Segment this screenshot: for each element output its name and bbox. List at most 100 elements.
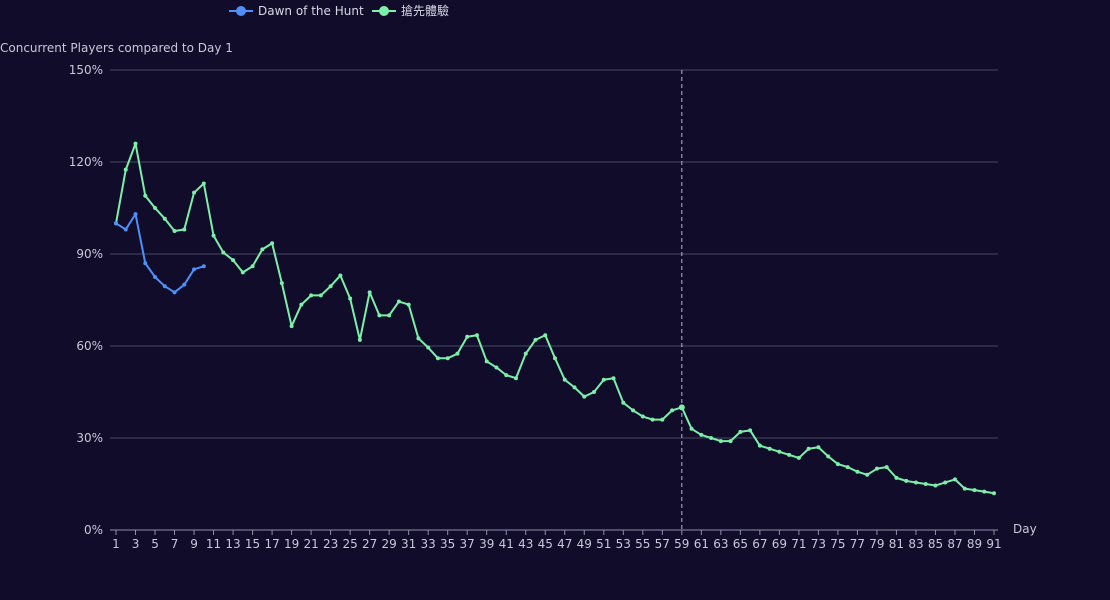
x-tick-label: 47 [557, 537, 572, 551]
data-point-1 [845, 465, 850, 470]
x-tick-label: 87 [947, 537, 962, 551]
data-point-1 [943, 480, 948, 485]
data-point-1 [562, 377, 567, 382]
data-point-1 [338, 273, 343, 278]
data-point-1 [689, 426, 694, 431]
data-point-1 [523, 351, 528, 356]
data-point-1 [357, 337, 362, 342]
x-tick-label: 81 [889, 537, 904, 551]
x-tick-label: 23 [323, 537, 338, 551]
data-point-1 [143, 193, 148, 198]
x-tick-label: 11 [206, 537, 221, 551]
x-tick-label: 1 [112, 537, 120, 551]
data-point-1 [660, 417, 665, 422]
data-point-1 [553, 356, 557, 361]
data-point-1 [328, 284, 333, 289]
data-point-1 [182, 227, 187, 232]
data-point-1 [435, 356, 440, 361]
data-point-1 [982, 489, 987, 494]
data-point-1 [787, 452, 792, 457]
x-tick-label: 63 [713, 537, 728, 551]
data-point-1 [904, 478, 909, 483]
x-tick-label: 27 [362, 537, 377, 551]
data-point-1 [757, 443, 762, 448]
x-tick-label: 53 [616, 537, 631, 551]
data-point-1 [816, 445, 821, 450]
x-tick-label: 45 [538, 537, 553, 551]
x-tick-label: 25 [342, 537, 357, 551]
data-point-1 [748, 428, 753, 433]
x-tick-label: 59 [674, 537, 689, 551]
data-point-1 [270, 241, 275, 246]
legend-marker-0 [236, 6, 246, 16]
data-point-1 [231, 258, 236, 263]
x-axis-title: Day [1013, 522, 1037, 536]
x-tick-label: 39 [479, 537, 494, 551]
data-point-0 [182, 282, 187, 287]
data-point-1 [279, 281, 284, 286]
x-tick-label: 3 [132, 537, 140, 551]
data-point-0 [143, 261, 148, 266]
x-tick-label: 7 [171, 537, 179, 551]
x-tick-label: 57 [655, 537, 670, 551]
data-point-1 [835, 462, 840, 467]
x-tick-label: 31 [401, 537, 416, 551]
x-tick-label: 19 [284, 537, 299, 551]
data-point-1 [611, 376, 616, 381]
x-tick-label: 77 [850, 537, 865, 551]
data-point-1 [299, 302, 304, 307]
data-point-1 [865, 472, 870, 477]
y-tick-label: 120% [69, 155, 103, 169]
data-point-1 [894, 475, 899, 480]
data-point-1 [133, 141, 138, 146]
data-point-1 [796, 455, 801, 460]
data-point-1 [309, 293, 314, 298]
data-point-0 [201, 264, 206, 269]
y-tick-label: 30% [76, 431, 103, 445]
data-point-1 [250, 264, 255, 269]
data-point-1 [533, 337, 538, 342]
y-tick-label: 150% [69, 63, 103, 77]
x-tick-label: 9 [190, 537, 198, 551]
data-point-1 [201, 181, 206, 186]
x-tick-label: 5 [151, 537, 159, 551]
data-point-0 [133, 212, 138, 217]
data-point-1 [211, 233, 216, 238]
data-point-1 [416, 336, 421, 341]
data-point-1 [913, 480, 918, 485]
data-point-1 [728, 439, 733, 444]
x-tick-label: 33 [421, 537, 436, 551]
data-point-1 [387, 313, 392, 318]
data-point-1 [806, 446, 811, 451]
data-point-1 [396, 299, 401, 304]
y-tick-label: 0% [84, 523, 103, 537]
x-tick-label: 73 [811, 537, 826, 551]
data-point-1 [504, 373, 509, 378]
x-tick-label: 71 [791, 537, 806, 551]
data-point-1 [621, 400, 626, 405]
data-point-1 [670, 408, 675, 413]
data-point-1 [162, 216, 167, 221]
x-tick-label: 29 [382, 537, 397, 551]
x-tick-label: 35 [440, 537, 455, 551]
data-point-1 [631, 408, 636, 413]
data-point-1 [601, 377, 606, 382]
data-point-1 [699, 432, 704, 437]
legend-marker-1 [379, 6, 389, 16]
x-tick-label: 85 [928, 537, 943, 551]
data-point-1 [406, 302, 411, 307]
x-tick-label: 91 [986, 537, 1001, 551]
data-point-1 [172, 229, 177, 233]
x-tick-label: 21 [303, 537, 318, 551]
data-point-1 [884, 465, 889, 470]
data-point-1 [650, 417, 655, 422]
data-point-1 [767, 446, 772, 451]
data-point-1 [855, 469, 860, 474]
series-line-1 [115, 142, 995, 495]
data-point-1 [738, 429, 743, 434]
data-point-0 [162, 284, 167, 289]
x-tick-label: 49 [577, 537, 592, 551]
data-point-1 [992, 491, 996, 496]
